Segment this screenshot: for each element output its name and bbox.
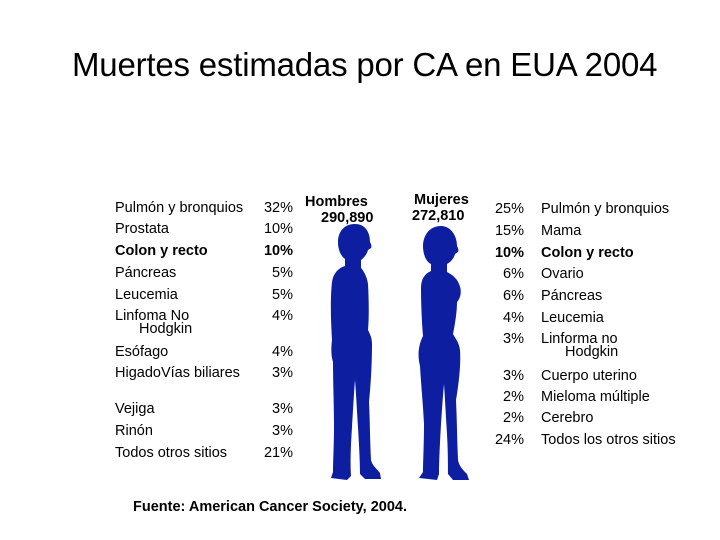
- men-pct: 32%: [263, 200, 293, 216]
- women-pct: 4%: [503, 310, 524, 326]
- men-site-label: Linfoma No Hodgkin: [115, 308, 192, 337]
- women-site-text: Ovario: [541, 266, 584, 282]
- women-site-text: Pulmón y bronquios: [541, 201, 670, 217]
- women-site-label: Todos los otros sitios: [541, 432, 676, 448]
- men-site-label: Páncreas: [115, 265, 176, 281]
- men-site-label: Pulmón y bronquios: [115, 200, 243, 216]
- men-site-label: Esófago: [115, 344, 168, 360]
- men-site-label: Colon y recto: [115, 243, 208, 259]
- men-site-text: Prostata: [115, 221, 169, 237]
- men-pct: 10%: [263, 243, 293, 259]
- male-silhouette-icon: [330, 224, 381, 480]
- women-site-text: Páncreas: [541, 288, 603, 304]
- men-header: Hombres 290,890: [305, 194, 373, 226]
- men-site-text: Páncreas: [115, 265, 177, 281]
- women-pct: 25%: [494, 201, 524, 217]
- women-site-text: Todos los otros sitios: [541, 432, 676, 448]
- female-silhouette-icon: [418, 226, 469, 480]
- male-body: [330, 224, 381, 480]
- men-site-text: Linfoma No: [115, 308, 190, 324]
- men-site-text: Colon y recto: [115, 243, 208, 259]
- women-site-text: Leucemia: [541, 310, 604, 326]
- men-site-text: Todos otros sitios: [115, 445, 228, 461]
- women-site-label: Mieloma múltiple: [541, 389, 650, 405]
- women-site-label: Cuerpo uterino: [541, 368, 637, 384]
- women-pct: 2%: [503, 410, 524, 426]
- men-site-text: Rinón: [115, 423, 153, 439]
- women-pct: 3%: [503, 331, 524, 347]
- women-total: 272,810: [412, 208, 465, 224]
- men-pct: 3%: [272, 365, 293, 381]
- women-site-label: Colon y recto: [541, 245, 634, 261]
- men-site-text: HigadoVías biliares: [115, 365, 240, 381]
- men-site-text: Vejiga: [115, 401, 155, 417]
- women-site-text: Cuerpo uterino: [541, 368, 637, 384]
- men-site-text: Esófago: [115, 344, 169, 360]
- women-site-label: Cerebro: [541, 410, 593, 426]
- women-site-text: Mieloma múltiple: [541, 389, 650, 405]
- men-pct: 3%: [272, 423, 293, 439]
- women-site-text: Cerebro: [541, 410, 594, 426]
- men-site-text-line2: Hodgkin: [139, 321, 193, 337]
- women-site-label: Leucemia: [541, 310, 604, 326]
- source-note: Fuente: American Cancer Society, 2004.: [133, 499, 407, 515]
- female-body: [418, 226, 469, 480]
- women-pct: 10%: [494, 245, 524, 261]
- women-pct: 6%: [503, 288, 524, 304]
- women-site-label: Páncreas: [541, 288, 602, 304]
- women-pct: 24%: [494, 432, 524, 448]
- women-site-text-line2: Hodgkin: [565, 344, 619, 360]
- men-pct: 5%: [272, 265, 293, 281]
- men-label: Hombres: [305, 194, 368, 210]
- men-pct: 10%: [263, 221, 293, 237]
- men-site-label: Prostata: [115, 221, 169, 237]
- women-header: Mujeres 272,810: [412, 192, 469, 224]
- men-pct: 5%: [272, 287, 293, 303]
- men-total: 290,890: [321, 210, 374, 226]
- women-site-label: Ovario: [541, 266, 584, 282]
- men-site-label: Todos otros sitios: [115, 445, 227, 461]
- men-site-label: Rinón: [115, 423, 153, 439]
- women-site-label: Mama: [541, 223, 581, 239]
- men-pct: 21%: [263, 445, 293, 461]
- women-site-label: Pulmón y bronquios: [541, 201, 669, 217]
- women-pct: 3%: [503, 368, 524, 384]
- men-site-label: HigadoVías biliares: [115, 365, 240, 381]
- men-site-label: Leucemia: [115, 287, 178, 303]
- slide-title: Muertes estimadas por CA en EUA 2004: [72, 46, 658, 83]
- men-pct: 4%: [272, 344, 293, 360]
- women-site-text: Colon y recto: [541, 245, 634, 261]
- women-site-text: Mama: [541, 223, 582, 239]
- women-pct: 15%: [494, 223, 524, 239]
- women-label: Mujeres: [414, 192, 469, 208]
- women-site-text: Linforma no: [541, 331, 618, 347]
- men-pct: 4%: [272, 308, 293, 324]
- men-site-text: Leucemia: [115, 287, 178, 303]
- women-pct: 2%: [503, 389, 524, 405]
- women-pct: 6%: [503, 266, 524, 282]
- men-site-text: Pulmón y bronquios: [115, 200, 244, 216]
- men-pct: 3%: [272, 401, 293, 417]
- women-site-label: Linforma no Hodgkin: [541, 331, 618, 360]
- men-site-label: Vejiga: [115, 401, 155, 417]
